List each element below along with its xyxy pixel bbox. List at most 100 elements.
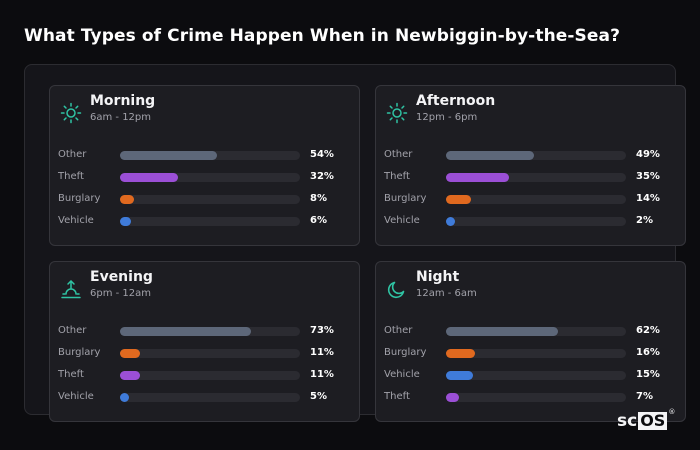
- bar-row-vehicle: Vehicle 6%: [58, 214, 353, 228]
- chart-card-night: Night 12am - 6am Other 62% Burglary 16% Vehicl…: [375, 261, 686, 422]
- bar-value-label: 16%: [636, 347, 660, 358]
- bar-fill-vehicle: [446, 217, 455, 226]
- bar-row-burglary: Burglary 16%: [384, 346, 679, 360]
- bar-track: [446, 371, 626, 380]
- bar-fill-burglary: [120, 349, 140, 358]
- bar-label: Theft: [384, 391, 410, 402]
- bar-fill-vehicle: [446, 371, 473, 380]
- card-title: Evening: [90, 269, 153, 285]
- logo-text-sc: sc: [617, 411, 638, 431]
- bar-track: [120, 173, 300, 182]
- bar-track: [120, 393, 300, 402]
- bar-track: [446, 173, 626, 182]
- bar-label: Vehicle: [384, 215, 420, 226]
- bar-track: [446, 217, 626, 226]
- bar-fill-burglary: [446, 195, 472, 204]
- bar-label: Theft: [58, 171, 84, 182]
- bar-value-label: 8%: [310, 193, 327, 204]
- bar-track: [446, 349, 626, 358]
- bar-value-label: 7%: [636, 391, 653, 402]
- bar-label: Vehicle: [58, 391, 94, 402]
- bar-label: Other: [58, 325, 87, 336]
- bar-value-label: 54%: [310, 149, 334, 160]
- bar-value-label: 15%: [636, 369, 660, 380]
- bar-row-other: Other 73%: [58, 324, 353, 338]
- sunset-icon: [60, 278, 82, 300]
- bar-row-theft: Theft 7%: [384, 390, 679, 404]
- bar-label: Theft: [58, 369, 84, 380]
- bar-row-other: Other 54%: [58, 148, 353, 162]
- bar-label: Other: [384, 149, 413, 160]
- chart-card-afternoon: Afternoon 12pm - 6pm Other 49% Theft 35% Burgl…: [375, 85, 686, 246]
- bar-row-other: Other 62%: [384, 324, 679, 338]
- bar-value-label: 49%: [636, 149, 660, 160]
- bar-track: [446, 327, 626, 336]
- bar-value-label: 14%: [636, 193, 660, 204]
- bar-row-burglary: Burglary 14%: [384, 192, 679, 206]
- card-time-range: 6am - 12pm: [90, 112, 152, 123]
- page-title: What Types of Crime Happen When in Newbi…: [24, 26, 621, 46]
- bar-fill-theft: [120, 173, 178, 182]
- logo-text-os: OS: [638, 411, 668, 430]
- bar-label: Other: [58, 149, 87, 160]
- bar-label: Burglary: [58, 347, 101, 358]
- bar-row-other: Other 49%: [384, 148, 679, 162]
- bar-value-label: 11%: [310, 369, 334, 380]
- bar-label: Vehicle: [58, 215, 94, 226]
- bar-value-label: 32%: [310, 171, 334, 182]
- card-title: Morning: [90, 93, 156, 109]
- bar-fill-other: [446, 151, 535, 160]
- bar-label: Theft: [384, 171, 410, 182]
- bar-value-label: 6%: [310, 215, 327, 226]
- bar-row-burglary: Burglary 8%: [58, 192, 353, 206]
- bar-track: [120, 327, 300, 336]
- bar-label: Other: [384, 325, 413, 336]
- bar-fill-burglary: [446, 349, 475, 358]
- bar-fill-vehicle: [120, 217, 131, 226]
- bar-fill-burglary: [120, 195, 135, 204]
- bar-fill-other: [120, 327, 252, 336]
- bar-value-label: 2%: [636, 215, 653, 226]
- chart-card-morning: Morning 6am - 12pm Other 54% Theft 32% Burglar…: [49, 85, 360, 246]
- bar-track: [120, 217, 300, 226]
- bar-value-label: 11%: [310, 347, 334, 358]
- bar-track: [446, 195, 626, 204]
- bar-label: Burglary: [384, 193, 427, 204]
- bar-fill-other: [446, 327, 558, 336]
- sun-icon: [60, 102, 82, 124]
- bar-label: Burglary: [384, 347, 427, 358]
- bar-track: [446, 393, 626, 402]
- bar-row-burglary: Burglary 11%: [58, 346, 353, 360]
- bar-row-vehicle: Vehicle 2%: [384, 214, 679, 228]
- bar-row-theft: Theft 35%: [384, 170, 679, 184]
- bar-label: Burglary: [58, 193, 101, 204]
- sun-icon: [386, 102, 408, 124]
- bar-row-theft: Theft 32%: [58, 170, 353, 184]
- chart-card-evening: Evening 6pm - 12am Other 73% Burglary 11% Thef…: [49, 261, 360, 422]
- card-time-range: 12am - 6am: [416, 288, 477, 299]
- bar-fill-other: [120, 151, 218, 160]
- logo-registered-mark: ®: [668, 408, 676, 416]
- bar-row-vehicle: Vehicle 15%: [384, 368, 679, 382]
- bar-fill-theft: [120, 371, 140, 380]
- bar-track: [120, 151, 300, 160]
- moon-icon: [386, 278, 408, 300]
- card-time-range: 12pm - 6pm: [416, 112, 478, 123]
- bar-label: Vehicle: [384, 369, 420, 380]
- bar-value-label: 73%: [310, 325, 334, 336]
- bar-value-label: 5%: [310, 391, 327, 402]
- bar-fill-vehicle: [120, 393, 129, 402]
- bar-fill-theft: [446, 173, 509, 182]
- card-time-range: 6pm - 12am: [90, 288, 152, 299]
- bar-track: [446, 151, 626, 160]
- bar-track: [120, 371, 300, 380]
- bar-fill-theft: [446, 393, 459, 402]
- bar-value-label: 35%: [636, 171, 660, 182]
- bar-row-vehicle: Vehicle 5%: [58, 390, 353, 404]
- bar-track: [120, 349, 300, 358]
- bar-track: [120, 195, 300, 204]
- scos-logo: sc OS ®: [617, 408, 675, 430]
- bar-value-label: 62%: [636, 325, 660, 336]
- bar-row-theft: Theft 11%: [58, 368, 353, 382]
- card-title: Afternoon: [416, 93, 496, 109]
